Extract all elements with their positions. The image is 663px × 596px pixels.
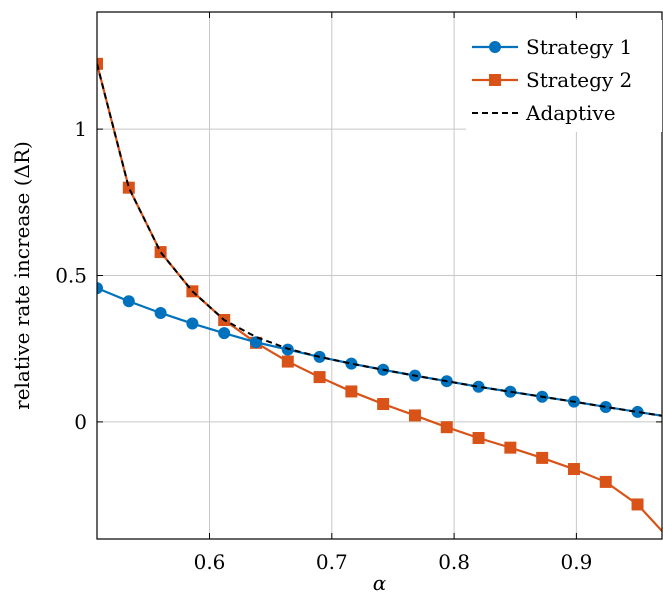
- data-point: [186, 317, 199, 330]
- legend-label: Strategy 1: [526, 35, 632, 59]
- data-point: [631, 405, 644, 418]
- data-point: [345, 385, 358, 398]
- x-tick-label: 0.6: [194, 550, 226, 574]
- data-point: [504, 441, 517, 454]
- data-point: [281, 355, 294, 368]
- y-tick-label: 1: [74, 117, 87, 141]
- data-point: [122, 181, 135, 194]
- data-point: [631, 498, 644, 511]
- x-tick-label: 0.8: [438, 550, 470, 574]
- data-point: [472, 380, 485, 393]
- data-point: [567, 463, 580, 476]
- data-point: [218, 327, 231, 340]
- x-axis-label: α: [373, 571, 387, 595]
- data-point: [408, 409, 421, 422]
- series-layer: [97, 57, 662, 533]
- data-point: [249, 336, 262, 349]
- legend-label: Strategy 2: [526, 68, 632, 92]
- data-point: [536, 451, 549, 464]
- data-point: [504, 385, 517, 398]
- data-point: [472, 431, 485, 444]
- data-point: [313, 371, 326, 384]
- x-tick-label: 0.9: [560, 550, 592, 574]
- data-point: [345, 357, 358, 370]
- data-point: [97, 282, 103, 295]
- data-point: [154, 246, 167, 259]
- y-tick-label: 0: [74, 410, 87, 434]
- legend-label: Adaptive: [525, 101, 616, 125]
- data-point: [122, 295, 135, 308]
- legend-marker: [489, 41, 501, 53]
- data-point: [154, 306, 167, 319]
- legend-marker: [489, 74, 501, 86]
- data-point: [599, 475, 612, 488]
- ticks: 0.6 0.7 0.8 0.9 0 0.5 1: [55, 12, 662, 574]
- y-tick-label: 0.5: [55, 264, 87, 288]
- series-adaptive: [97, 63, 662, 417]
- data-point: [440, 421, 453, 434]
- x-tick-label: 0.7: [316, 550, 348, 574]
- data-point: [377, 398, 390, 411]
- series-line: [97, 63, 662, 417]
- y-axis-label: relative rate increase (ΔR): [10, 141, 34, 410]
- data-point: [97, 57, 103, 70]
- data-point: [599, 400, 612, 413]
- legend: Strategy 1 Strategy 2 Adaptive: [466, 20, 662, 132]
